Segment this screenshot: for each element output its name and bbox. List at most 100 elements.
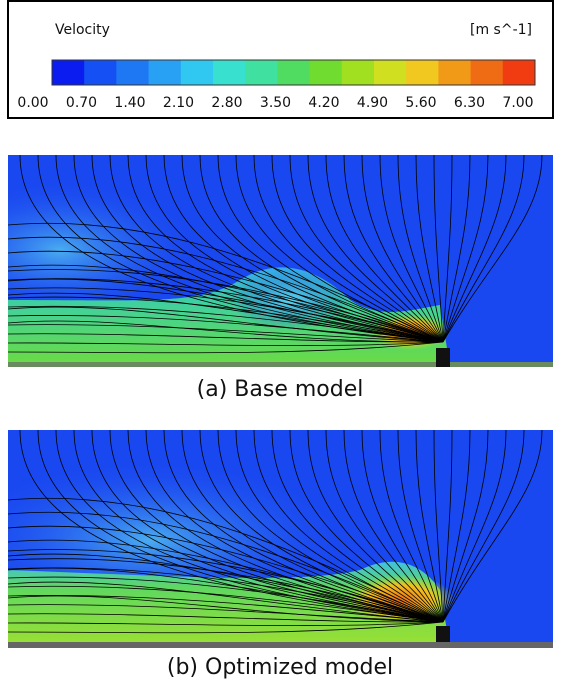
streamline [8, 511, 444, 623]
streamline [8, 287, 444, 343]
streamline [8, 497, 444, 623]
streamline [181, 155, 444, 343]
streamline [8, 278, 444, 343]
streamline [442, 430, 525, 623]
streamline [8, 567, 444, 623]
streamline [199, 155, 444, 343]
colorbar-segment [341, 60, 375, 85]
streamline [8, 236, 444, 343]
colorbar-segment [245, 60, 278, 85]
streamline [442, 430, 453, 623]
streamline [361, 155, 444, 343]
colorbar-segment [374, 60, 407, 85]
tick-label: 0.70 [66, 95, 97, 111]
streamline [8, 264, 444, 343]
streamline [397, 430, 444, 623]
streamline [91, 430, 444, 623]
streamline [37, 430, 444, 623]
streamline [442, 430, 543, 623]
streamline [8, 604, 444, 623]
streamline [397, 155, 444, 343]
streamline [199, 430, 444, 623]
colorbar-ticks: 0.00 0.70 1.40 2.10 2.80 3.50 4.20 4.90 5.60 6.30… [17, 95, 533, 111]
streamline [8, 613, 444, 623]
streamline [8, 595, 444, 623]
streamline [145, 430, 444, 623]
streamline [8, 296, 444, 343]
panel-b [8, 430, 553, 648]
obstacle [436, 626, 450, 642]
streamline [253, 155, 444, 343]
streamline [73, 430, 444, 623]
tick-label: 5.60 [405, 95, 436, 111]
streamline [307, 430, 444, 623]
colorbar-segment [116, 60, 150, 85]
obstacle [436, 348, 450, 367]
legend-unit: [m s^-1] [470, 22, 532, 38]
colorbar-segment [470, 60, 504, 85]
colorbar-segment [180, 60, 214, 85]
streamline [433, 430, 444, 623]
tick-label: 7.00 [502, 95, 533, 111]
streamline [8, 341, 444, 354]
streamline [442, 155, 507, 343]
streamline [8, 553, 444, 623]
streamline [442, 155, 543, 343]
caption: (b) Optimized model [167, 655, 393, 680]
colorbar-segment [52, 60, 85, 85]
streamline [325, 430, 444, 623]
streamline [442, 430, 471, 623]
streamline [442, 430, 489, 623]
streamline [325, 155, 444, 343]
panel-a [8, 155, 553, 367]
streamline [442, 430, 507, 623]
streamline [8, 581, 444, 623]
colorbar-segment [84, 60, 117, 85]
colorbar-segment [406, 60, 439, 85]
streamline [307, 155, 444, 343]
streamline [8, 576, 444, 623]
streamline [127, 155, 444, 343]
streamline [271, 430, 444, 623]
colorbar-segment [309, 60, 343, 85]
colorbar-segment [438, 60, 472, 85]
streamline [181, 430, 444, 623]
streamline [8, 306, 444, 343]
streamline [8, 525, 444, 623]
streamline [442, 155, 489, 343]
streamline [289, 430, 444, 623]
streamline [379, 430, 444, 623]
colorbar [51, 59, 536, 86]
streamline [163, 155, 444, 343]
streamline [415, 430, 444, 623]
colorbar-segment [148, 60, 182, 85]
streamline [343, 430, 444, 623]
streamline [289, 155, 444, 343]
tick-label: 4.90 [357, 95, 388, 111]
streamline [8, 341, 444, 346]
tick-label: 2.80 [211, 95, 242, 111]
tick-label: 2.10 [163, 95, 194, 111]
streamline [235, 155, 444, 343]
flow-field [230, 270, 350, 330]
legend-title: Velocity [55, 22, 110, 38]
streamline [8, 585, 444, 623]
streamline [8, 621, 444, 626]
streamline [442, 155, 471, 343]
streamline [8, 269, 444, 343]
caption: (a) Base model [197, 377, 364, 402]
colorbar-segment [213, 60, 246, 85]
streamlines [8, 430, 543, 634]
colorbar-segment [277, 60, 311, 85]
streamline [8, 324, 444, 343]
streamline [361, 430, 444, 623]
streamline [8, 315, 444, 343]
streamlines [8, 155, 543, 354]
tick-label: 3.50 [260, 95, 291, 111]
ground [8, 642, 553, 648]
streamline [433, 155, 444, 343]
streamline [55, 155, 444, 343]
streamline [8, 595, 444, 623]
streamline [271, 155, 444, 343]
